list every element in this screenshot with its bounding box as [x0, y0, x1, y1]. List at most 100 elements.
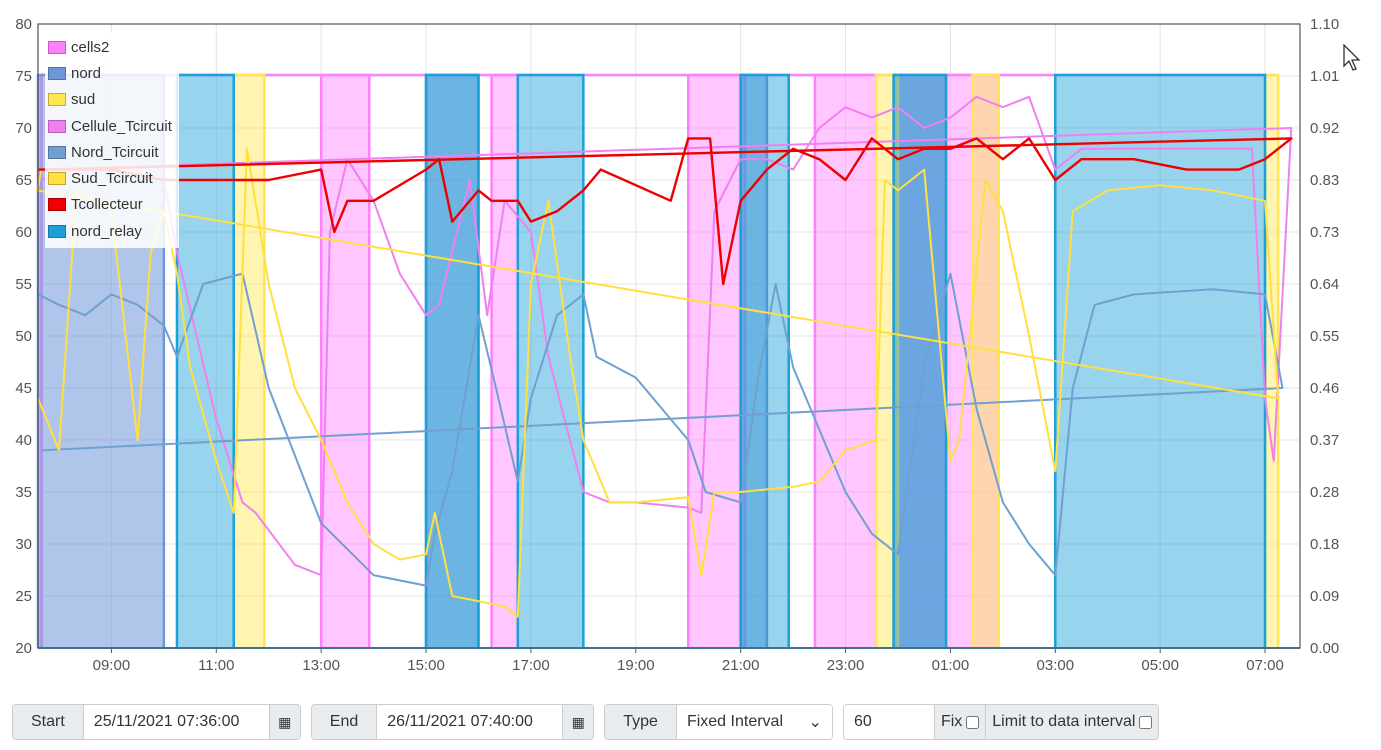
x-tick-label: 09:00 [93, 657, 131, 670]
x-tick-label: 17:00 [512, 657, 550, 670]
legend-swatch [48, 93, 66, 107]
y-right-tick-label: 0.37 [1310, 432, 1339, 449]
end-label: End [311, 705, 378, 739]
y-right-tick-label: 0.18 [1310, 536, 1339, 553]
chevron-down-icon: ⌄ [808, 714, 822, 731]
relay-area-sud [1265, 75, 1279, 648]
start-input[interactable] [83, 705, 269, 739]
y-right-tick-label: 0.09 [1310, 588, 1339, 605]
legend-swatch [48, 172, 66, 186]
limit-label: Limit to data interval [992, 713, 1136, 730]
legend-swatch [48, 145, 66, 159]
end-input[interactable] [377, 705, 563, 739]
type-select-value: Fixed Interval [686, 713, 783, 730]
legend-swatch [48, 198, 66, 212]
legend-item[interactable]: Sud_Tcircuit [45, 165, 179, 191]
plot-frame [37, 23, 1301, 649]
fix-checkbox[interactable] [966, 715, 980, 729]
x-tick-label: 03:00 [1037, 657, 1075, 670]
y-left-tick-label: 70 [15, 120, 32, 137]
y-right-tick-label: 1.10 [1310, 16, 1339, 33]
relay-area-nord [740, 75, 767, 648]
x-tick-label: 05:00 [1141, 657, 1179, 670]
fix-checkbox-wrap: Fix [933, 705, 986, 739]
interval-input[interactable] [843, 705, 934, 739]
relay-area-nord_relay [740, 75, 789, 648]
relay-line-nord_relay [739, 73, 790, 648]
relay-area-cells2 [688, 75, 746, 648]
relay-line-nord_relay [175, 73, 236, 648]
relay-area-cells2 [491, 75, 518, 648]
relay-line-nord_relay [424, 73, 480, 648]
legend-item[interactable]: sud [45, 87, 179, 113]
relay-area-sud [972, 75, 999, 648]
fix-label: Fix [940, 713, 963, 730]
relay-area-nord_relay [176, 75, 234, 648]
legend-item[interactable]: Nord_Tcircuit [45, 139, 179, 165]
y-right-tick-label: 0.46 [1310, 380, 1339, 397]
series-line-Sud_Tcircuit [36, 147, 1280, 618]
y-axis-right: 0.00 0.09 0.18 0.28 0.37 0.46 0.55 0.64 0.73 0.83… [1310, 16, 1339, 657]
relay-line-nord_relay [516, 73, 585, 648]
legend-label: nord_relay [71, 222, 142, 240]
type-group: Type Fixed Interval ⌄ [604, 704, 833, 740]
y-right-tick-label: 0.92 [1310, 120, 1339, 137]
interval-group: Fix Limit to data interval [842, 704, 1160, 740]
relay-area-nord_relay [893, 75, 947, 648]
legend: cells2 nord sud Cellule_Tcircuit Nord_Tcircu… [45, 32, 179, 249]
x-tick-label: 13:00 [302, 657, 340, 670]
limit-checkbox[interactable] [1139, 715, 1153, 729]
controls-bar: Start ▦ End ▦ Type Fixed Interval ⌄ Fix … [12, 704, 1160, 740]
legend-item[interactable]: cells2 [45, 34, 179, 60]
legend-item[interactable]: nord [45, 60, 179, 86]
y-left-tick-label: 35 [15, 484, 32, 501]
legend-label: Cellule_Tcircuit [71, 117, 172, 135]
y-right-tick-label: 0.73 [1310, 224, 1339, 241]
relay-line-nord_relay [892, 73, 948, 648]
y-left-tick-label: 75 [15, 68, 32, 85]
legend-swatch [48, 224, 66, 238]
x-tick-label: 11:00 [198, 657, 234, 670]
y-left-tick-label: 40 [15, 432, 32, 449]
end-group: End ▦ [310, 704, 595, 740]
relay-line-sud [971, 73, 1000, 648]
y-left-tick-label: 65 [15, 172, 32, 189]
y-right-tick-label: 0.00 [1310, 640, 1339, 657]
y-left-tick-label: 80 [15, 16, 32, 33]
y-right-tick-label: 1.01 [1310, 68, 1339, 85]
legend-label: sud [71, 91, 96, 109]
y-left-tick-label: 60 [15, 224, 32, 241]
legend-swatch [48, 119, 66, 133]
legend-swatch [48, 40, 66, 54]
x-tick-label: 23:00 [827, 657, 865, 670]
relay-areas [36, 73, 1300, 649]
mouse-cursor-icon [1343, 44, 1361, 71]
x-axis: 09:00 11:00 13:00 15:00 17:00 19:00 21:00 23:00… [93, 657, 1284, 670]
y-left-tick-label: 55 [15, 276, 32, 293]
y-axis-left: 20 25 30 35 40 45 50 55 60 65 70 75 80 [15, 16, 32, 657]
y-left-tick-label: 20 [15, 640, 32, 657]
legend-item[interactable]: Tcollecteur [45, 192, 179, 218]
series-line-Cellule_Tcircuit [37, 95, 1293, 577]
series-line-Tcollecteur [38, 137, 1293, 286]
legend-label: Sud_Tcircuit [71, 170, 153, 188]
limit-checkbox-wrap: Limit to data interval [985, 705, 1159, 739]
relay-line-sud [874, 73, 900, 648]
calendar-icon[interactable]: ▦ [562, 705, 594, 739]
legend-swatch [48, 66, 66, 80]
calendar-icon[interactable]: ▦ [268, 705, 300, 739]
type-select[interactable]: Fixed Interval ⌄ [676, 705, 832, 739]
type-label: Type [605, 705, 677, 739]
legend-label: Nord_Tcircuit [71, 143, 159, 161]
legend-label: cells2 [71, 38, 110, 56]
y-left-tick-label: 30 [15, 536, 32, 553]
start-group: Start ▦ [12, 704, 301, 740]
legend-item[interactable]: Cellule_Tcircuit [45, 113, 179, 139]
legend-item[interactable]: nord_relay [45, 218, 179, 244]
legend-label: nord [71, 64, 102, 82]
relay-area-cells2 [814, 75, 877, 648]
legend-label: Tcollecteur [71, 196, 143, 214]
y-left-tick-label: 50 [15, 328, 32, 345]
y-right-tick-label: 0.55 [1310, 328, 1339, 345]
